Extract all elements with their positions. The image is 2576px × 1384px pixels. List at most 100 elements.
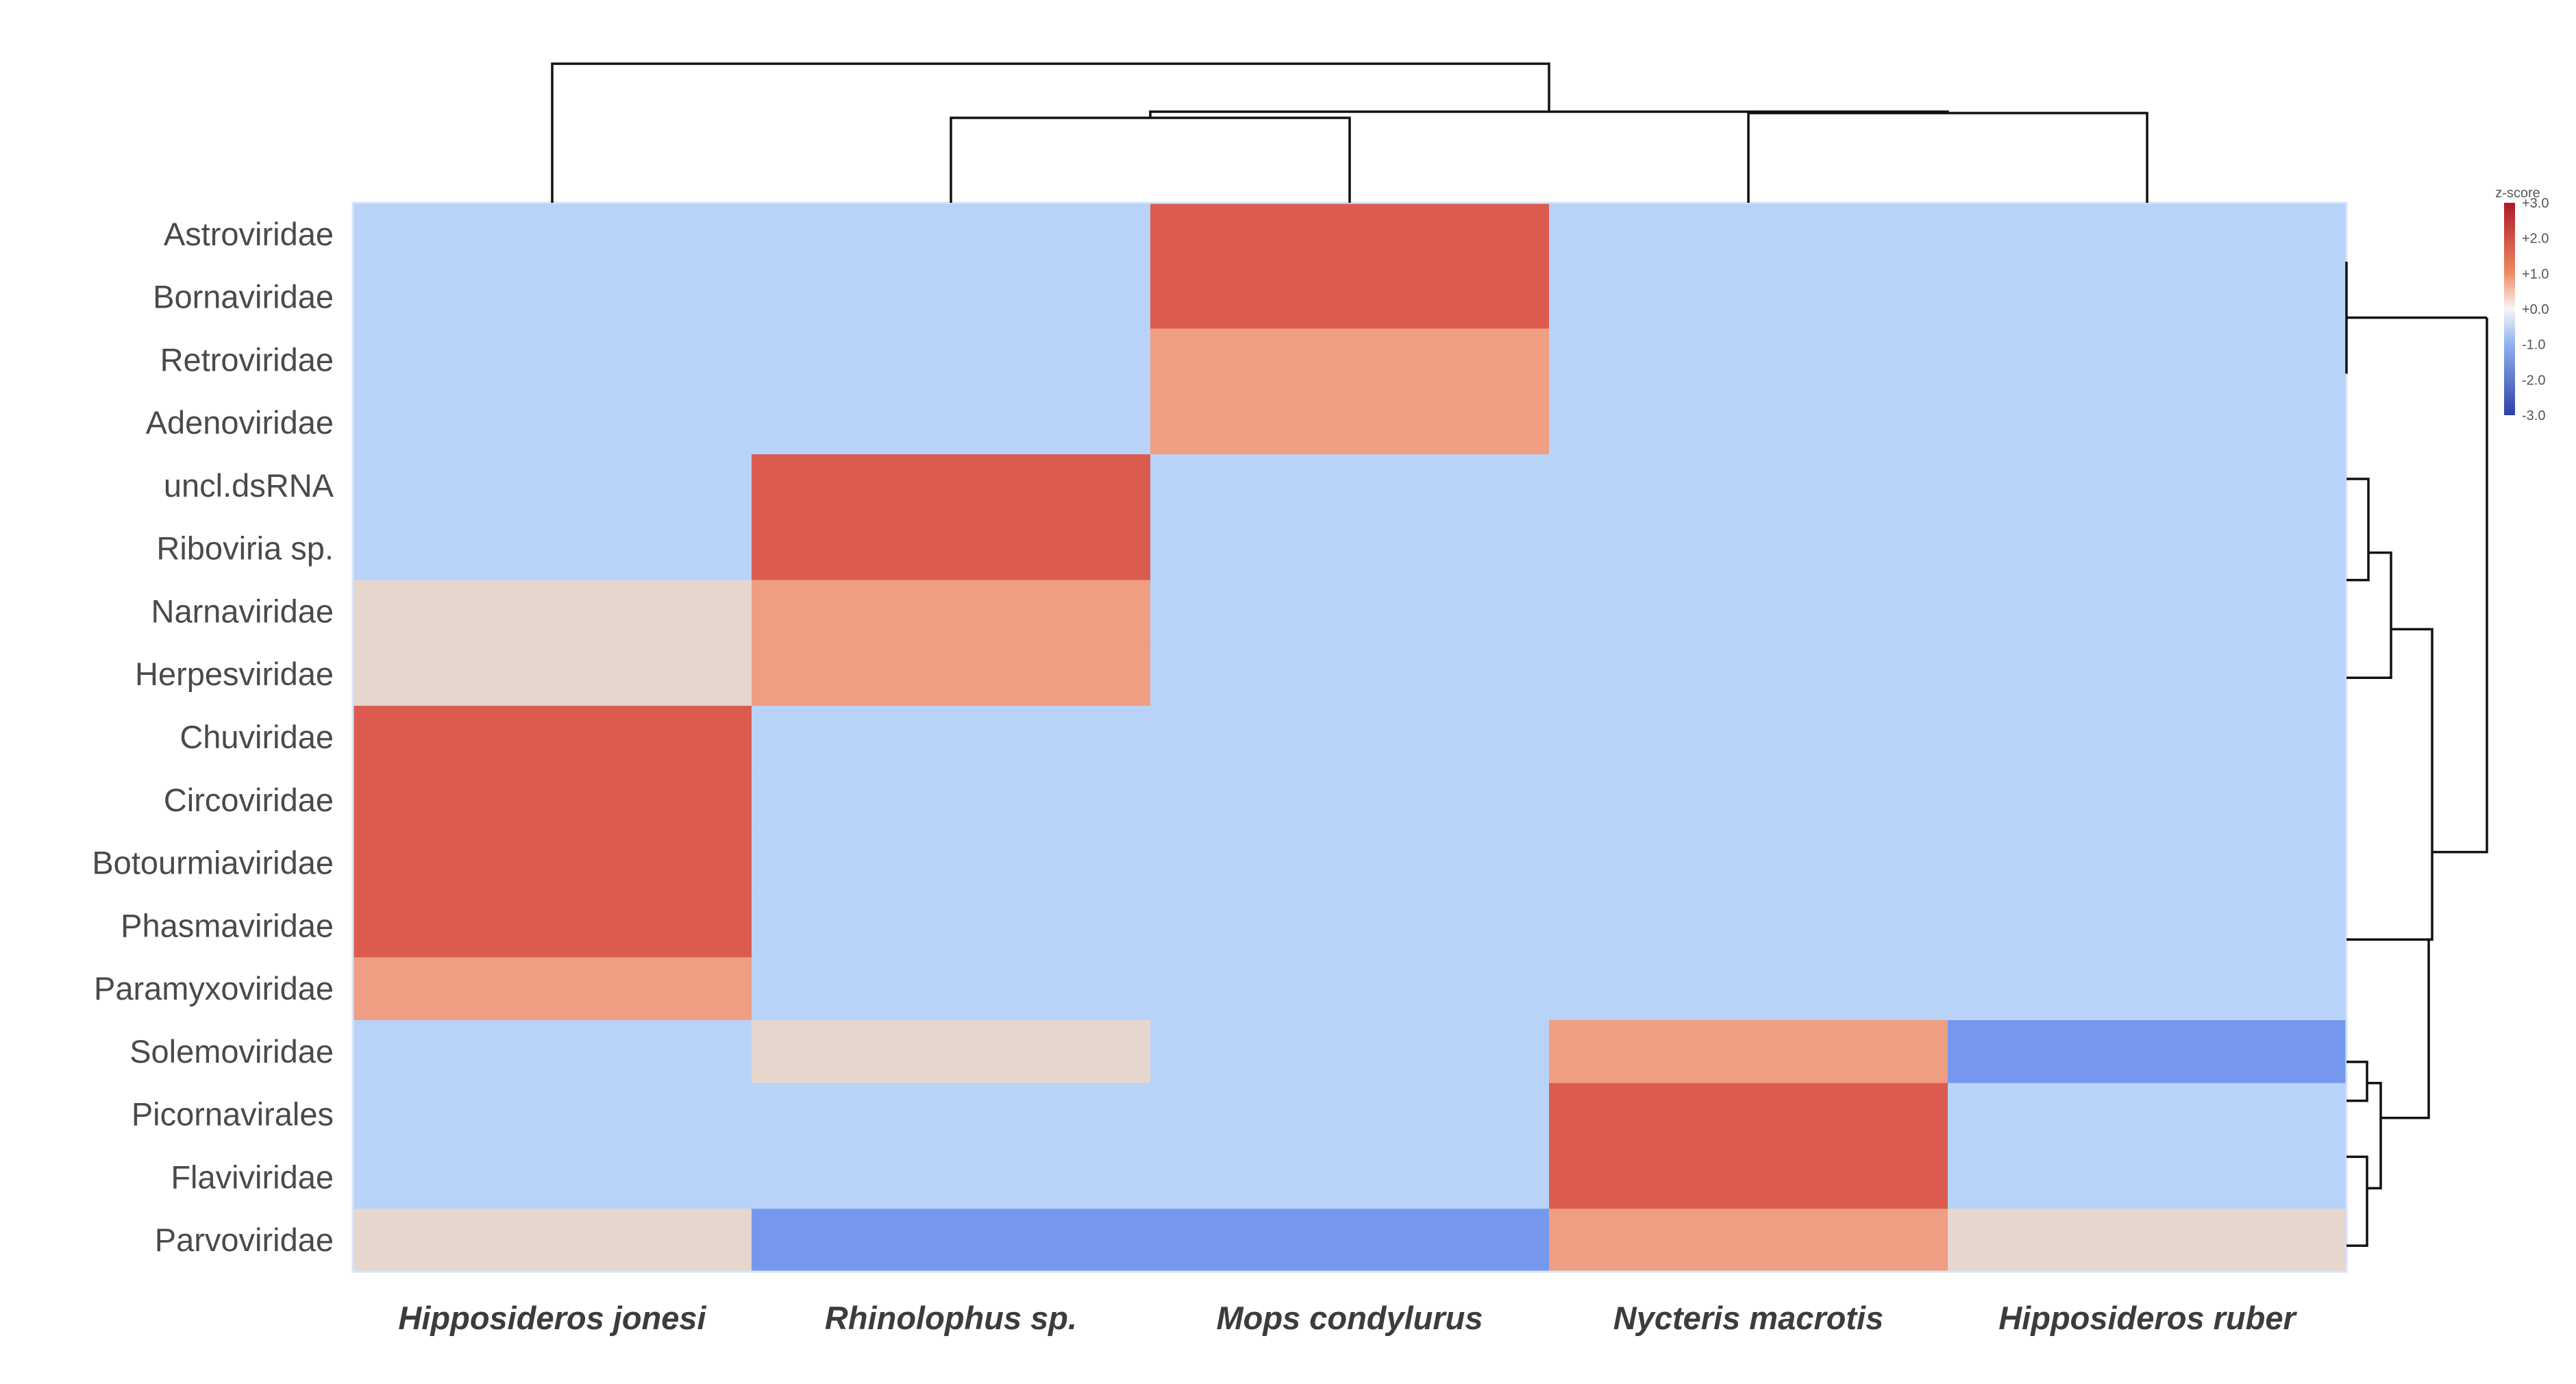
heatmap-cell xyxy=(1549,706,1948,769)
heatmap-cell xyxy=(353,1020,752,1084)
column-labels: Hipposideros jonesi Rhinolophus sp. Mops c… xyxy=(398,1300,2297,1336)
row-label: uncl.dsRNA xyxy=(164,467,334,504)
heatmap-cell xyxy=(752,391,1151,455)
heatmap-cell xyxy=(1150,203,1550,267)
color-scale-tick: +1.0 xyxy=(2522,267,2549,282)
heatmap-cell xyxy=(1948,831,2347,895)
heatmap-cell xyxy=(1150,391,1550,455)
heatmap-cell xyxy=(1150,454,1550,518)
row-label: Circoviridae xyxy=(164,782,334,818)
heatmap-cell xyxy=(1948,265,2347,330)
heatmap-cell xyxy=(752,203,1151,267)
row-dendrogram-branch xyxy=(2381,939,2430,1120)
color-scale-tick: -3.0 xyxy=(2522,408,2545,423)
row-label: Narnaviridae xyxy=(151,593,334,629)
heatmap-cell xyxy=(1549,454,1948,518)
color-scale-tick: +2.0 xyxy=(2522,232,2549,247)
heatmap-cells xyxy=(351,201,2348,1273)
row-label: Chuviridae xyxy=(179,719,334,755)
heatmap-cell xyxy=(1948,1209,2347,1272)
heatmap-cell xyxy=(353,265,752,330)
heatmap-cell xyxy=(1150,643,1550,706)
heatmap-cell xyxy=(353,706,752,769)
heatmap-cell xyxy=(1150,1209,1550,1272)
heatmap-cell xyxy=(353,894,752,958)
heatmap-cell xyxy=(752,328,1151,392)
heatmap-cell xyxy=(1150,1020,1550,1084)
heatmap-cell xyxy=(752,517,1151,581)
heatmap-cell xyxy=(1948,1020,2347,1084)
row-label: Retroviridae xyxy=(160,341,334,378)
heatmap-cell xyxy=(752,831,1151,895)
column-label: Mops condylurus xyxy=(1216,1300,1483,1336)
heatmap-cell xyxy=(1150,1083,1550,1147)
heatmap-cell xyxy=(752,894,1151,958)
row-dendrogram-branch xyxy=(2346,1155,2368,1247)
heatmap-cell xyxy=(1948,580,2347,643)
color-scale-tick: -2.0 xyxy=(2522,373,2545,388)
heatmap-cell xyxy=(1150,517,1550,581)
heatmap-cell xyxy=(1549,580,1948,643)
heatmap-cell xyxy=(1948,517,2347,581)
heatmap-cell xyxy=(1549,391,1948,455)
row-label: Parvoviridae xyxy=(155,1222,334,1258)
heatmap-cell xyxy=(353,328,752,392)
row-label: Phasmaviridae xyxy=(121,907,334,943)
heatmap-cell xyxy=(752,454,1151,518)
row-label: Herpesviridae xyxy=(135,656,334,692)
heatmap-cell xyxy=(353,957,752,1021)
row-label: Riboviria sp. xyxy=(156,530,334,567)
heatmap-cell xyxy=(1948,1146,2347,1209)
heatmap-cell xyxy=(1549,643,1948,706)
row-dendrogram-branch xyxy=(2367,1081,2382,1189)
heatmap-cell xyxy=(1150,957,1550,1021)
column-label: Hipposideros jonesi xyxy=(398,1300,706,1336)
heatmap-cell xyxy=(752,643,1151,706)
row-label: Solemoviridae xyxy=(129,1033,334,1070)
heatmap-cell xyxy=(752,1209,1151,1272)
row-labels: Astroviridae Bornaviridae Retroviridae Aden… xyxy=(92,216,334,1258)
column-label: Hipposideros ruber xyxy=(1998,1300,2297,1336)
heatmap-cell xyxy=(1948,894,2347,958)
row-label: Picornavirales xyxy=(132,1096,334,1133)
heatmap-cell xyxy=(1549,1020,1948,1084)
heatmap-cell xyxy=(1150,328,1550,392)
row-label: Astroviridae xyxy=(164,216,334,252)
heatmap-cell xyxy=(1549,894,1948,958)
row-label: Bornaviridae xyxy=(153,279,334,315)
column-label: Nycteris macrotis xyxy=(1613,1300,1883,1336)
heatmap-cell xyxy=(1150,768,1550,832)
heatmap-cell xyxy=(1549,768,1948,832)
column-dendrogram-branch xyxy=(950,116,1351,203)
heatmap-cell xyxy=(752,1083,1151,1147)
heatmap-cell xyxy=(1150,1146,1550,1209)
heatmap-cell xyxy=(1150,706,1550,769)
heatmap-cell xyxy=(1150,580,1550,643)
heatmap-cell xyxy=(1948,706,2347,769)
heatmap-cell xyxy=(752,706,1151,769)
color-scale-tick: +3.0 xyxy=(2522,196,2549,211)
heatmap-cell xyxy=(353,643,752,706)
heatmap-cell xyxy=(1948,643,2347,706)
heatmap-cell xyxy=(353,203,752,267)
heatmap-cell xyxy=(353,1083,752,1147)
heatmap-cell xyxy=(353,454,752,518)
color-scale-title: z-score xyxy=(2495,186,2540,201)
heatmap-cell xyxy=(1948,768,2347,832)
heatmap-cell xyxy=(353,517,752,581)
heatmap-cell xyxy=(752,768,1151,832)
heatmap-cell xyxy=(353,831,752,895)
color-scale-tick: -1.0 xyxy=(2522,338,2545,353)
heatmap-cell xyxy=(752,1146,1151,1209)
heatmap-cell xyxy=(1549,517,1948,581)
heatmap-cell xyxy=(1549,957,1948,1021)
heatmap-cell xyxy=(1948,328,2347,392)
heatmap-cell xyxy=(752,1020,1151,1084)
heatmap-cell xyxy=(752,265,1151,330)
row-dendrogram-branch xyxy=(2432,317,2488,854)
heatmap-cell xyxy=(353,1209,752,1272)
row-label: Adenoviridae xyxy=(146,404,334,441)
row-dendrogram-branch xyxy=(2346,1061,2368,1102)
row-dendrogram-branch xyxy=(2346,551,2392,679)
